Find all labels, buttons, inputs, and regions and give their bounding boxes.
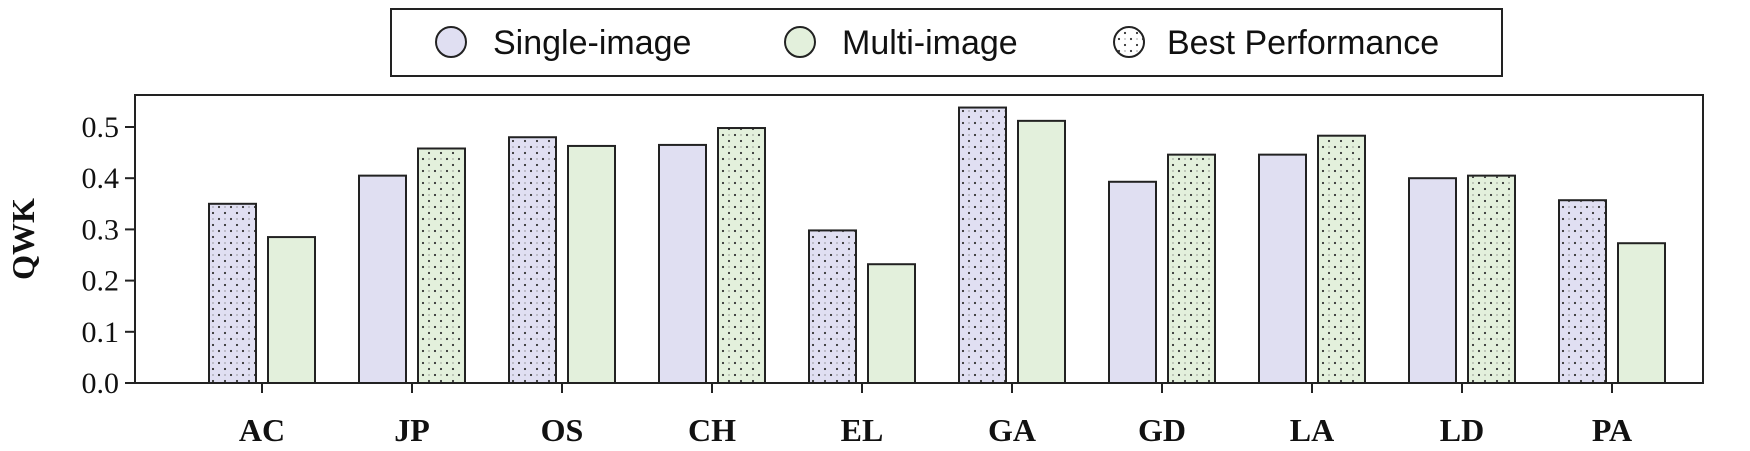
best-performance-pattern-pa: [1560, 201, 1605, 382]
bar-single-image-la: [1258, 153, 1307, 384]
bar-multi-image-ga: [1017, 119, 1066, 385]
legend-item-multi-image: Multi-image: [784, 24, 1018, 62]
y-tick-label: 0.4: [82, 162, 120, 195]
x-tick-label-pa: PA: [1592, 412, 1632, 448]
x-tick-label-ld: LD: [1440, 412, 1484, 448]
x-tick-label-ch: CH: [688, 412, 736, 448]
y-tick-label: 0.5: [82, 111, 120, 144]
x-tick-label-el: EL: [841, 412, 884, 448]
best-performance-pattern-jp: [419, 149, 464, 382]
x-tick-label-gd: GD: [1138, 412, 1186, 448]
bar-multi-image-pa: [1617, 242, 1666, 384]
y-tick-label: 0.1: [82, 316, 120, 349]
x-tick-label-ac: AC: [239, 412, 285, 448]
y-axis-label: QWK: [5, 198, 41, 280]
best-performance-pattern-gd: [1169, 155, 1214, 382]
y-tick-label: 0.0: [82, 367, 120, 400]
bar-multi-image-os: [567, 144, 616, 384]
x-tick-label-ga: GA: [988, 412, 1036, 448]
best-performance-pattern-la: [1319, 136, 1364, 382]
legend-multi-image-marker: [784, 26, 816, 58]
bar-single-image-ch: [658, 143, 707, 384]
legend: Single-image Multi-image Best Performanc…: [390, 8, 1503, 77]
x-axis-ticks: AC JP OS CH EL GA GD LA LD PA: [239, 383, 1632, 448]
legend-box: [390, 8, 1503, 77]
bar-single-image-gd: [1108, 180, 1157, 384]
best-performance-pattern-ga: [960, 108, 1005, 382]
legend-single-image-marker: [435, 26, 467, 58]
bar-multi-image-el: [867, 263, 916, 384]
best-performance-pattern-ch: [719, 129, 764, 382]
x-tick-label-os: OS: [541, 412, 584, 448]
x-tick-label-la: LA: [1290, 412, 1334, 448]
y-tick-label: 0.2: [82, 265, 120, 298]
x-tick-label-jp: JP: [394, 412, 430, 448]
legend-item-single-image: Single-image: [435, 24, 691, 62]
bar-multi-image-ac: [267, 236, 316, 384]
plot-area-frame: [134, 94, 1704, 384]
bars: [208, 106, 1666, 385]
legend-single-image-label: Single-image: [493, 24, 691, 62]
y-axis-ticks: 0.0 0.1 0.2 0.3 0.4 0.5: [82, 111, 135, 400]
bar-single-image-ld: [1408, 177, 1457, 384]
legend-best-performance-pattern: [1114, 27, 1144, 57]
bar-single-image-jp: [358, 174, 407, 384]
legend-best-performance-label: Best Performance: [1167, 24, 1439, 62]
y-tick-label: 0.3: [82, 213, 120, 246]
best-performance-pattern-el: [810, 231, 855, 382]
best-performance-pattern-os: [510, 138, 555, 382]
best-performance-pattern-ld: [1469, 176, 1514, 382]
legend-item-best-performance: Best Performance: [1113, 24, 1439, 62]
best-performance-pattern-ac: [210, 204, 255, 382]
legend-multi-image-label: Multi-image: [842, 24, 1018, 62]
